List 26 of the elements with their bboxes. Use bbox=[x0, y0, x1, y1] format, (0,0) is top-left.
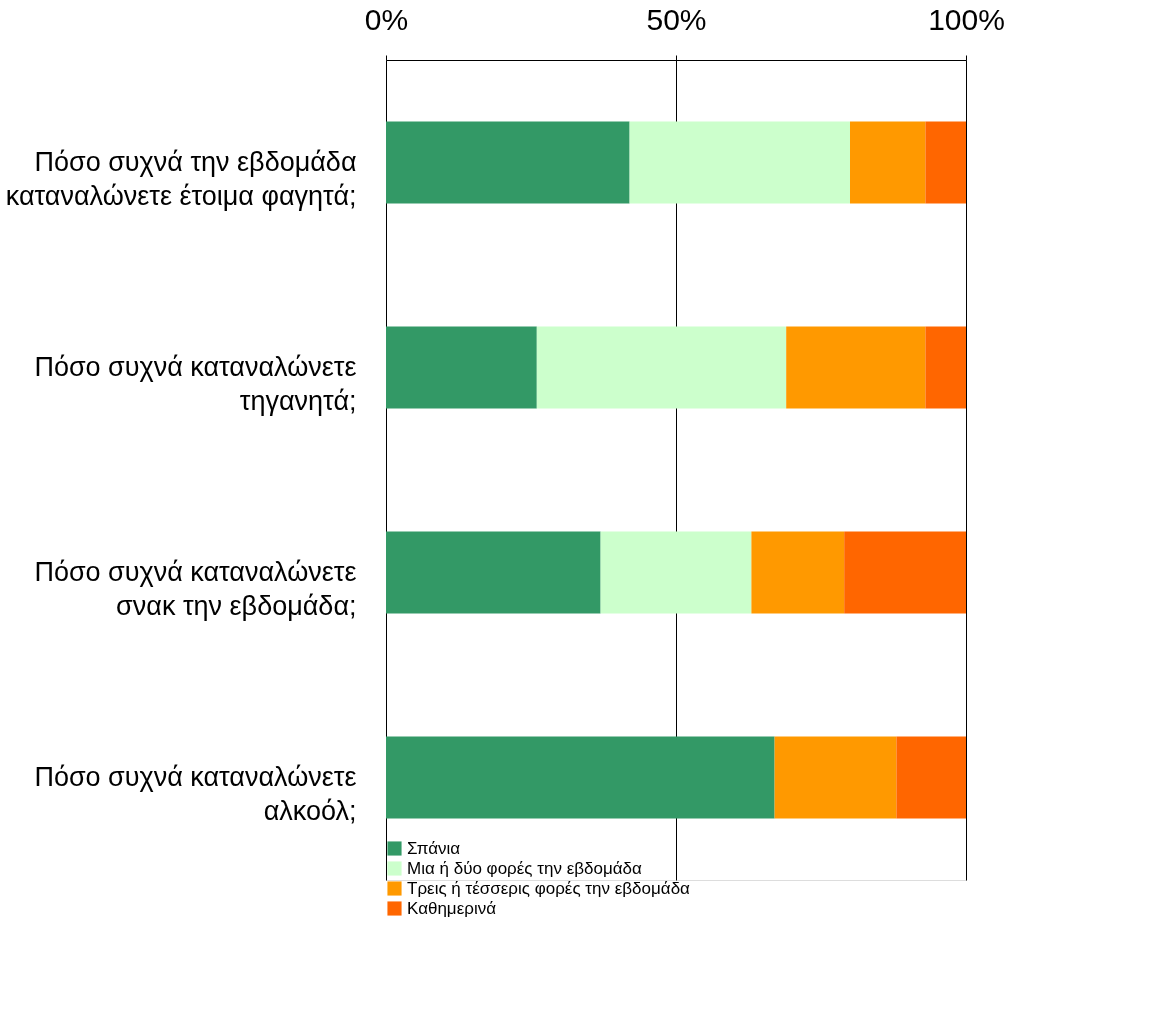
bar bbox=[386, 326, 537, 409]
x-tick-label: 0% bbox=[364, 2, 409, 36]
y-tick-label: Πόσο συχνά την εβδομάδα καταναλώνετε έτοιμα φαγητά; bbox=[5, 146, 357, 211]
bar bbox=[786, 326, 926, 409]
y-tick-label: Πόσο συχνά καταναλώνετε τηγανητά; bbox=[34, 351, 357, 416]
bar bbox=[925, 121, 966, 204]
legend-label: Μια ή δύο φορές την εβδομάδα bbox=[407, 858, 642, 878]
x-tick-label: 100% bbox=[928, 2, 1005, 36]
legend-label: Καθημερινά bbox=[407, 898, 497, 918]
legend-label: Σπάνια bbox=[407, 838, 461, 858]
bar bbox=[386, 736, 775, 819]
bar bbox=[896, 736, 966, 819]
bar bbox=[925, 326, 966, 409]
bar bbox=[629, 121, 850, 204]
bar bbox=[386, 121, 630, 204]
bar bbox=[751, 531, 845, 614]
x-tick-label: 50% bbox=[646, 2, 707, 36]
legend-label: Τρεις ή τέσσερις φορές την εβδομάδα bbox=[407, 878, 691, 898]
y-tick-label: Πόσο συχνά καταναλώνετε αλκοόλ; bbox=[34, 761, 357, 826]
y-tick-label: Πόσο συχνά καταναλώνετε σνακ την εβδομάδα; bbox=[34, 556, 357, 621]
bar bbox=[386, 531, 601, 614]
bar bbox=[536, 326, 787, 409]
bar bbox=[600, 531, 752, 614]
bar bbox=[850, 121, 926, 204]
bar bbox=[844, 531, 966, 614]
bar bbox=[774, 736, 897, 819]
